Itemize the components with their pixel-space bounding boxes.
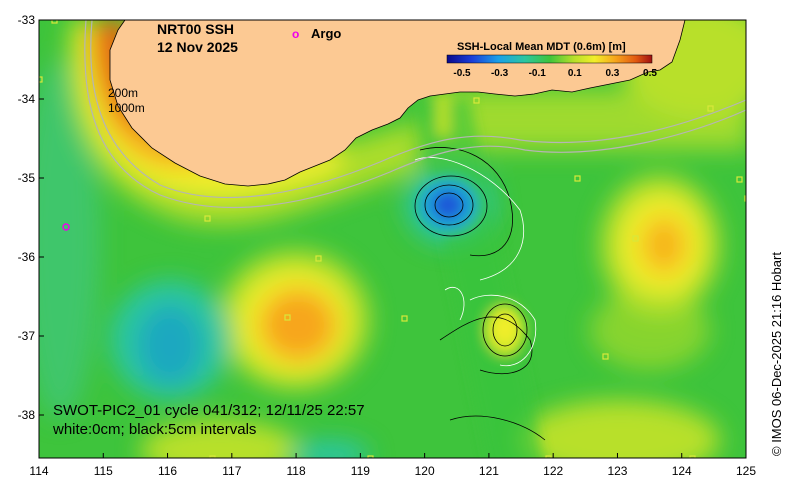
isobaths: [84, 20, 746, 209]
colorbar-title: SSH-Local Mean MDT (0.6m) [m]: [457, 41, 626, 53]
y-tick-label: -35: [18, 171, 36, 185]
x-axis: 114 115 116 117 118 119 120 121 122 123 124 125: [29, 453, 756, 478]
colorbar-tick-label: -0.3: [491, 68, 509, 79]
x-tick-label: 119: [351, 464, 370, 478]
colorbar-gradient: [446, 54, 653, 64]
x-tick-label: 117: [222, 464, 241, 478]
colorbar: SSH-Local Mean MDT (0.6m) [m] -0.5 -0.3 -0…: [446, 41, 657, 79]
colorbar-tick-label: -0.1: [529, 68, 547, 79]
colorbar-tick-label: -0.5: [453, 68, 471, 79]
x-tick-label: 121: [479, 464, 499, 478]
x-tick-label: 114: [29, 464, 48, 478]
plot-frame: [38, 19, 747, 459]
swot-swath: [415, 95, 543, 458]
colorbar-tick-label: 0.1: [568, 68, 582, 79]
y-axis: -33 -34 -35 -36 -37 -38: [18, 13, 44, 422]
y-tick-label: -37: [18, 329, 36, 343]
isobath-1000m-label: 1000m: [108, 101, 145, 115]
plot-area: 200m 1000m SWOT-PIC2_01 cycle 041/312; 1…: [39, 20, 746, 458]
x-tick-label: 124: [672, 464, 692, 478]
y-tick-label: -34: [18, 92, 36, 106]
map-title: NRT00 SSH: [157, 21, 234, 37]
argo-legend-label: Argo: [311, 26, 341, 41]
colorbar-tick-label: 0.3: [605, 68, 619, 79]
colorbar-tick-label: 0.5: [643, 68, 657, 79]
argo-highlight-marker: [62, 223, 70, 231]
black-contours: [414, 147, 546, 441]
x-tick-label: 116: [158, 464, 177, 478]
swot-cycle-label: SWOT-PIC2_01 cycle 041/312; 12/11/25 22:…: [53, 402, 365, 419]
y-tick-label: -36: [18, 250, 36, 264]
isobath-200m-label: 200m: [108, 86, 138, 100]
map-date: 12 Nov 2025: [157, 39, 238, 55]
x-tick-label: 120: [415, 464, 435, 478]
argo-legend-marker: o: [292, 27, 299, 41]
white-contours: [414, 157, 537, 367]
x-tick-label: 115: [94, 464, 113, 478]
credit-label: © IMOS 06-Dec-2025 21:16 Hobart: [769, 252, 784, 456]
contour-legend-label: white:0cm; black:5cm intervals: [52, 421, 256, 438]
y-tick-label: -33: [18, 13, 36, 27]
ssh-field: [39, 20, 746, 458]
colorbar-ticks: -0.5 -0.3 -0.1 0.1 0.3 0.5: [453, 68, 657, 79]
x-tick-label: 125: [736, 464, 756, 478]
x-tick-label: 122: [543, 464, 563, 478]
x-tick-label: 118: [287, 464, 306, 478]
x-tick-label: 123: [607, 464, 627, 478]
y-tick-label: -38: [18, 408, 36, 422]
